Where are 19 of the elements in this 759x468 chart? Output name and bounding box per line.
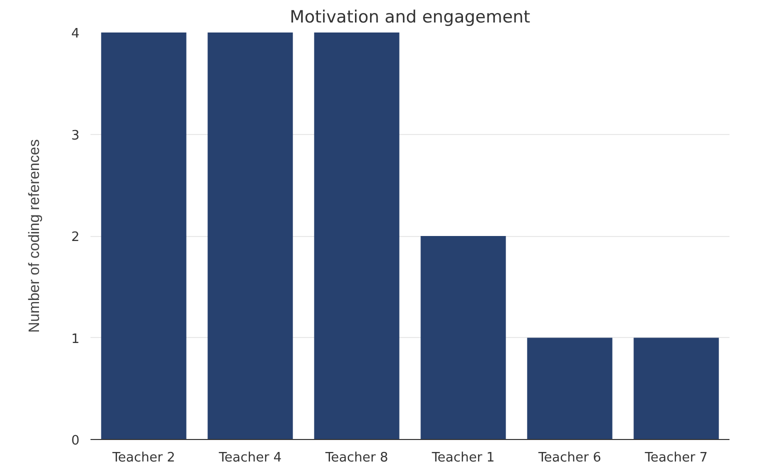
bar [527, 338, 612, 440]
x-tick-label: Teacher 8 [324, 450, 388, 466]
x-tick-label: Teacher 2 [111, 450, 176, 466]
y-tick-label: 1 [71, 332, 80, 347]
bar [420, 236, 506, 440]
y-tick-label: 0 [71, 434, 80, 448]
x-tick-label: Teacher 4 [218, 450, 282, 466]
x-tick-label: Teacher 6 [537, 450, 602, 466]
bar [208, 32, 293, 440]
x-tick-label: Teacher 1 [430, 450, 495, 466]
bar [101, 32, 186, 440]
chart-title: Motivation and engagement [290, 8, 531, 28]
y-tick-label: 3 [71, 128, 80, 144]
y-axis-title: Number of coding references [26, 139, 44, 333]
y-tick-label: 2 [71, 230, 80, 245]
y-tick-label: 4 [71, 26, 80, 42]
bar [314, 32, 400, 440]
x-tick-label: Teacher 7 [644, 450, 708, 466]
bar [634, 338, 719, 440]
